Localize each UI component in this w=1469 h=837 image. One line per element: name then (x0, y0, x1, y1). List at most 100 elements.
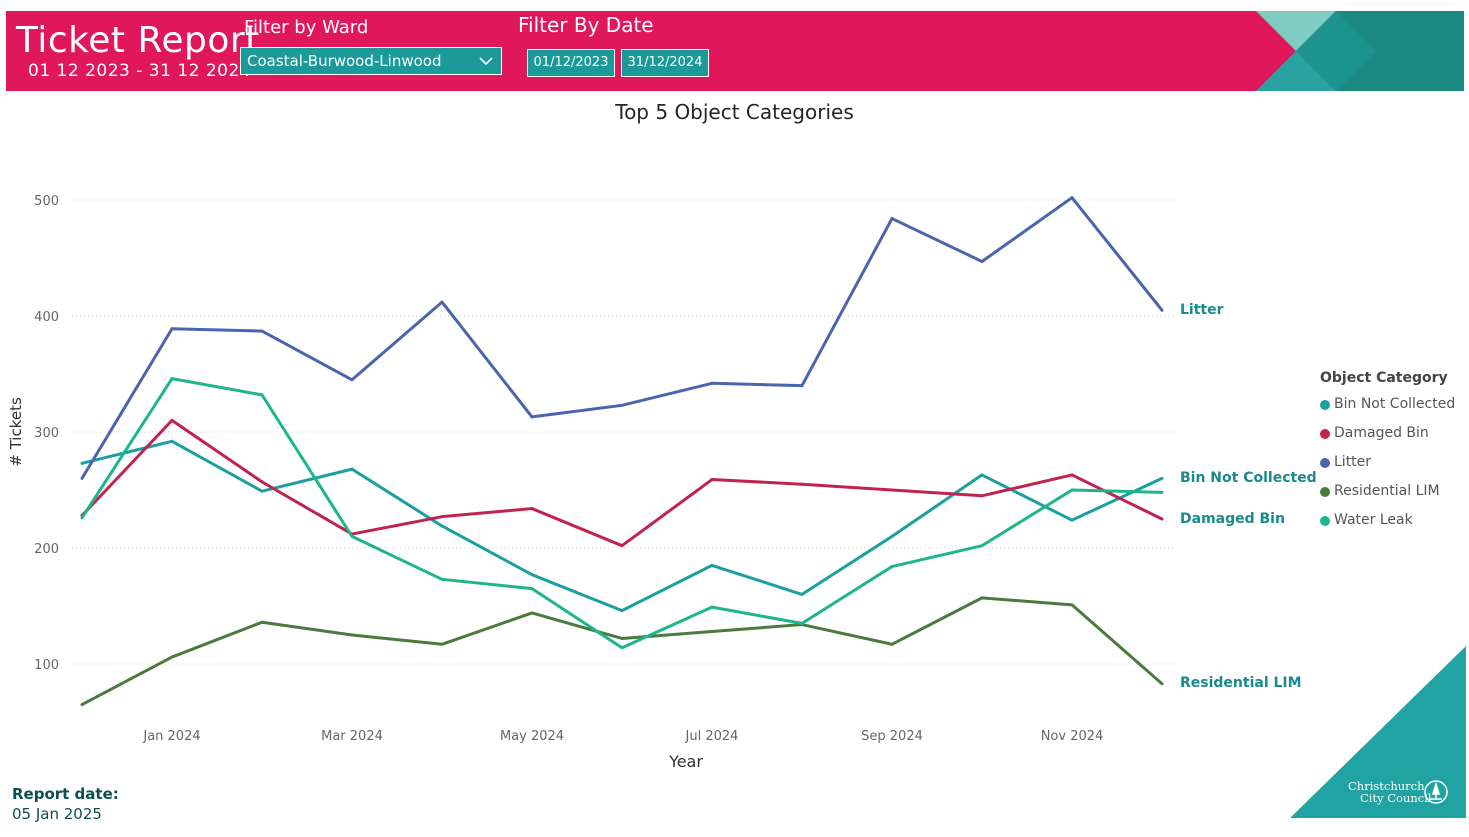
chevron-down-icon (479, 48, 493, 83)
data-point-water-leak (890, 565, 894, 569)
data-point-litter (710, 381, 714, 385)
data-point-damaged-bin (260, 480, 264, 484)
end-label-residential-lim: Residential LIM (1180, 675, 1302, 691)
x-tick-label: May 2024 (500, 729, 564, 744)
header-decoration (1256, 11, 1464, 91)
legend-marker (1320, 486, 1330, 497)
data-point-water-leak (260, 393, 264, 397)
data-point-bin-not-collected (530, 573, 534, 577)
data-point-water-leak (620, 646, 624, 650)
data-point-bin-not-collected (800, 592, 804, 596)
date-start-input[interactable]: 01/12/2023 (527, 49, 615, 77)
data-point-damaged-bin (980, 494, 984, 498)
y-tick-label: 500 (34, 194, 59, 209)
data-point-litter (800, 384, 804, 388)
data-point-damaged-bin (800, 482, 804, 486)
data-point-residential-lim (620, 636, 624, 640)
data-point-bin-not-collected (710, 563, 714, 567)
series-line-residential-lim (81, 596, 1163, 706)
data-point-litter (980, 259, 984, 263)
legend-item-water-leak[interactable]: Water Leak (1320, 506, 1455, 535)
legend-marker (1320, 515, 1330, 526)
data-point-bin-not-collected (1160, 476, 1164, 480)
data-point-bin-not-collected (260, 489, 264, 493)
data-point-residential-lim (1070, 603, 1074, 607)
data-point-damaged-bin (440, 515, 444, 519)
logo-line-2: City Council (1360, 791, 1432, 805)
data-point-damaged-bin (170, 418, 174, 422)
data-point-residential-lim (890, 642, 894, 646)
legend-item-litter[interactable]: Litter (1320, 448, 1455, 477)
data-point-damaged-bin (620, 544, 624, 548)
data-point-litter (1070, 196, 1074, 200)
data-point-water-leak (1160, 490, 1164, 494)
data-point-water-leak (170, 377, 174, 381)
ward-filter-select[interactable]: Coastal-Burwood-Linwood (240, 47, 502, 75)
series-line-litter (80, 196, 1164, 480)
report-title: Ticket Report (16, 20, 260, 61)
x-tick-label: Nov 2024 (1041, 729, 1104, 744)
data-point-litter (620, 403, 624, 407)
legend-title: Object Category (1320, 370, 1448, 386)
council-logo-text: Christchurch City Council (1348, 780, 1432, 804)
data-point-bin-not-collected (350, 467, 354, 471)
data-point-residential-lim (170, 655, 174, 659)
legend-label: Damaged Bin (1334, 425, 1429, 441)
end-label-litter: Litter (1180, 302, 1224, 318)
data-point-residential-lim (80, 703, 84, 707)
ward-filter-label: Filter by Ward (244, 17, 369, 38)
legend-item-residential-lim[interactable]: Residential LIM (1320, 477, 1455, 506)
end-label-damaged-bin: Damaged Bin (1180, 511, 1285, 527)
data-point-litter (80, 476, 84, 480)
legend-marker (1320, 428, 1330, 439)
report-date-value: 05 Jan 2025 (12, 805, 102, 823)
x-tick-label: Mar 2024 (321, 729, 383, 744)
data-point-water-leak (980, 544, 984, 548)
legend-label: Residential LIM (1334, 483, 1440, 499)
x-tick-label: Jul 2024 (685, 729, 739, 744)
series-line-water-leak (80, 377, 1163, 650)
data-point-litter (890, 217, 894, 221)
data-point-bin-not-collected (170, 439, 174, 443)
data-point-litter (350, 378, 354, 382)
report-date-range: 01 12 2023 - 31 12 2024 (28, 61, 252, 81)
chart-title: Top 5 Object Categories (615, 100, 854, 124)
x-tick-label: Sep 2024 (861, 729, 923, 744)
data-point-water-leak (1070, 488, 1074, 492)
data-point-bin-not-collected (620, 609, 624, 613)
data-point-residential-lim (710, 630, 714, 634)
data-point-damaged-bin (890, 488, 894, 492)
data-point-bin-not-collected (980, 473, 984, 477)
x-tick-label: Jan 2024 (142, 729, 200, 744)
end-label-bin-not-collected: Bin Not Collected (1180, 470, 1317, 486)
legend-marker (1320, 399, 1330, 410)
data-point-litter (260, 329, 264, 333)
data-point-residential-lim (350, 633, 354, 637)
council-logo-icon (1424, 780, 1448, 804)
data-point-litter (440, 300, 444, 304)
y-tick-label: 400 (34, 310, 59, 325)
legend-item-damaged-bin[interactable]: Damaged Bin (1320, 419, 1455, 448)
data-point-residential-lim (1160, 682, 1164, 686)
data-point-bin-not-collected (440, 524, 444, 528)
data-point-damaged-bin (1070, 473, 1074, 477)
legend-item-bin-not-collected[interactable]: Bin Not Collected (1320, 390, 1455, 419)
data-point-damaged-bin (530, 507, 534, 511)
x-axis-title: Year (668, 752, 703, 771)
date-end-input[interactable]: 31/12/2024 (621, 49, 709, 77)
data-point-residential-lim (260, 620, 264, 624)
logo-line-1: Christchurch (1348, 779, 1425, 793)
y-tick-label: 100 (34, 658, 59, 673)
legend-marker (1320, 457, 1330, 468)
header-banner: Ticket Report 01 12 2023 - 31 12 2024 Fi… (6, 11, 1464, 91)
legend-label: Bin Not Collected (1334, 396, 1456, 412)
data-point-residential-lim (530, 611, 534, 615)
date-filter-label: Filter By Date (518, 13, 654, 37)
y-tick-label: 300 (34, 426, 59, 441)
data-point-water-leak (530, 587, 534, 591)
data-point-litter (1160, 308, 1164, 312)
data-point-litter (530, 415, 534, 419)
data-point-bin-not-collected (1070, 518, 1074, 522)
chart-legend: Object Category Bin Not Collected Damaged… (1320, 370, 1455, 535)
